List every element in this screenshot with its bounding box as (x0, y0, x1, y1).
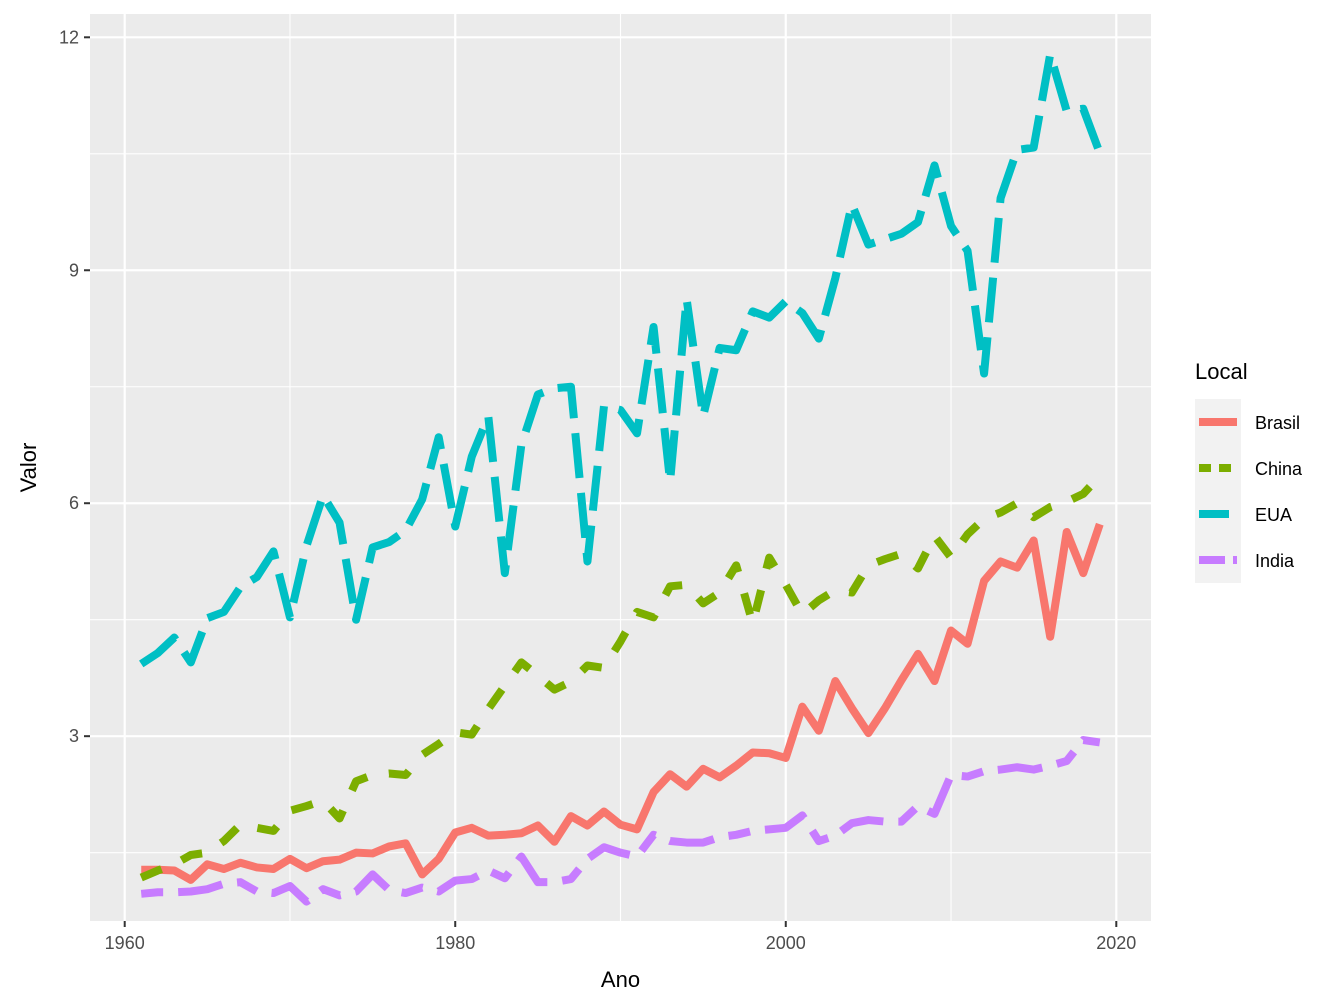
legend-label: Brasil (1255, 413, 1300, 433)
x-axis: 1960 1980 2000 2020 (105, 921, 1136, 953)
x-tick-label: 1960 (105, 933, 145, 953)
legend-item-brasil: Brasil (1195, 399, 1300, 445)
legend-item-china: China (1195, 445, 1303, 491)
legend: Local Brasil China EUA India (1183, 350, 1333, 590)
series-line-india (140, 736, 1101, 906)
y-tick-label: 6 (69, 493, 79, 513)
x-tick-label: 2020 (1096, 933, 1136, 953)
major-gridlines (90, 14, 1151, 921)
y-axis: 3 6 9 12 (59, 27, 90, 746)
y-axis-title: Valor (16, 443, 41, 493)
x-axis-title: Ano (601, 967, 640, 992)
legend-label: EUA (1255, 505, 1292, 525)
y-tick-label: 3 (69, 726, 79, 746)
legend-item-eua: EUA (1195, 491, 1292, 537)
legend-title: Local (1195, 359, 1248, 384)
y-tick-label: 9 (69, 260, 79, 280)
legend-label: India (1255, 551, 1295, 571)
series-line-brasil (141, 522, 1104, 884)
series-lines (139, 50, 1104, 906)
legend-item-india: India (1195, 537, 1295, 583)
series-line-eua (139, 50, 1104, 668)
x-tick-label: 2000 (766, 933, 806, 953)
y-tick-label: 12 (59, 27, 79, 47)
x-tick-label: 1980 (435, 933, 475, 953)
minor-gridlines (90, 14, 1151, 921)
legend-label: China (1255, 459, 1303, 479)
series-line-china (139, 473, 1103, 882)
